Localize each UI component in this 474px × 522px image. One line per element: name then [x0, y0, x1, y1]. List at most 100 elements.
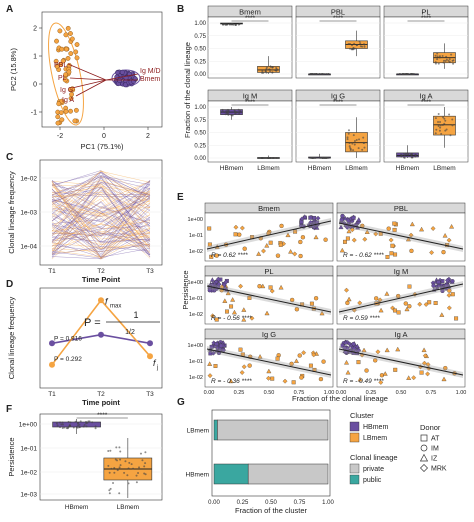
corr-x-tick-label: 0.75	[426, 390, 437, 396]
corr-facet-strip-label: Ig A	[395, 330, 408, 339]
corr-point	[430, 226, 436, 231]
corr-x-tick-label: 1.00	[456, 390, 467, 396]
sig-stars: ****	[421, 15, 432, 22]
box-jitter-point	[401, 73, 404, 75]
lineage-y-tick-label: 1e-03	[20, 210, 37, 217]
legend-lineage-item: public	[363, 477, 382, 484]
lineage-y-axis-label: Clonal lineage frequency	[7, 171, 16, 254]
persistence-jitter-point	[72, 426, 75, 429]
corr-r-value: R = - 0.56 ****	[211, 315, 252, 322]
corr-point	[266, 368, 272, 374]
corr-point	[312, 215, 317, 220]
corr-regression-line	[206, 348, 332, 376]
persistence-jitter-point	[69, 421, 72, 424]
corr-point	[361, 347, 367, 353]
legend-donor-triangle	[419, 453, 429, 462]
pca-point-lbmem	[59, 46, 65, 52]
box-y-tick-label: 0.00	[194, 156, 206, 162]
pca-point-lbmem	[63, 72, 69, 77]
corr-point	[425, 371, 430, 377]
lineage-line	[51, 193, 151, 238]
corr-point	[293, 229, 298, 234]
box-jitter-point	[438, 129, 441, 132]
corr-x-tick-label: 0.50	[396, 390, 407, 396]
box-jitter-point	[448, 113, 451, 116]
corr-x-tick-label: 0.75	[294, 390, 305, 396]
corr-facet-strip-label: Bmem	[258, 204, 280, 213]
persistence-jitter-point	[108, 471, 111, 474]
box-y-tick-label: 1.00	[194, 21, 206, 27]
box-jitter-point	[238, 112, 241, 115]
pca-point-lbmem	[62, 77, 68, 83]
box-jitter-point	[434, 54, 437, 57]
panel-label-D: D	[6, 279, 13, 290]
persistence-jitter-point	[67, 425, 70, 428]
box-jitter-point	[261, 71, 264, 74]
box-jitter-point	[359, 42, 362, 45]
corr-point	[388, 237, 394, 243]
pca-arrow-label: Ig M/D	[140, 68, 161, 75]
persistence-jitter-point	[138, 466, 141, 469]
box-jitter-point	[410, 153, 413, 156]
corr-point	[309, 301, 314, 306]
fmax-label: f	[105, 296, 109, 306]
corr-point	[417, 301, 423, 307]
persistence-jitter-point	[119, 458, 122, 461]
lineage-line	[51, 207, 151, 236]
box-y-tick-label: 0.75	[194, 34, 206, 40]
persist-example-x-axis-label: Time point	[82, 398, 120, 407]
box-jitter-point	[450, 53, 453, 56]
lineage-line	[51, 187, 151, 256]
pca-point-lbmem	[74, 42, 80, 47]
corr-point	[446, 305, 452, 311]
persistence-jitter-point	[61, 427, 64, 430]
persistence-jitter-point	[113, 471, 116, 474]
persistence-y-tick-label: 1e-02	[20, 470, 37, 477]
box-jitter-point	[434, 117, 437, 120]
corr-point	[233, 224, 239, 230]
box-jitter-point	[320, 157, 323, 159]
corr-point	[237, 232, 242, 237]
corr-r-value: R = 0.62 ****	[211, 252, 248, 259]
persist-example-point	[49, 361, 55, 368]
box-jitter-point	[269, 70, 272, 73]
persistence-jitter-point	[116, 459, 119, 462]
persistence-jitter-point	[94, 427, 97, 430]
pca-y-tick-label: 2	[33, 26, 37, 33]
persistence-jitter-point	[63, 426, 66, 429]
legend-lineage-swatch	[349, 463, 360, 474]
box-jitter-point	[264, 70, 267, 73]
corr-point	[264, 243, 270, 248]
corr-r-value: R = 0.59 ****	[343, 315, 380, 322]
corr-point	[278, 242, 283, 247]
box-jitter-point	[271, 71, 274, 74]
box-jitter-point	[404, 152, 407, 155]
corr-point	[278, 284, 284, 290]
box-jitter-point	[434, 132, 437, 135]
corr-point	[225, 309, 229, 314]
persistence-jitter-point	[132, 467, 135, 470]
persistence-jitter-point	[118, 466, 121, 469]
persistence-jitter-point	[110, 467, 113, 470]
box-jitter-point	[323, 73, 326, 75]
box-jitter-point	[275, 66, 278, 69]
corr-point	[230, 297, 236, 302]
box-jitter-point	[449, 134, 452, 137]
pca-point-lbmem	[74, 55, 80, 61]
corr-point	[344, 287, 349, 293]
box-jitter-point	[452, 59, 455, 62]
lineage-line	[51, 170, 151, 212]
persistence-x-tick-label: LBmem	[117, 504, 139, 511]
pca-point-lbmem	[63, 109, 69, 114]
corr-point	[342, 215, 348, 221]
corr-point	[223, 279, 229, 285]
legend-lineage-title: Clonal lineage	[350, 453, 398, 462]
box-jitter-point	[274, 69, 277, 72]
persistence-jitter-point	[107, 449, 110, 452]
box-jitter-point	[319, 157, 322, 159]
corr-point	[294, 307, 300, 312]
corr-y-axis-label: Persistence	[181, 270, 190, 309]
box-x-tick-label: LBmem	[433, 165, 455, 172]
